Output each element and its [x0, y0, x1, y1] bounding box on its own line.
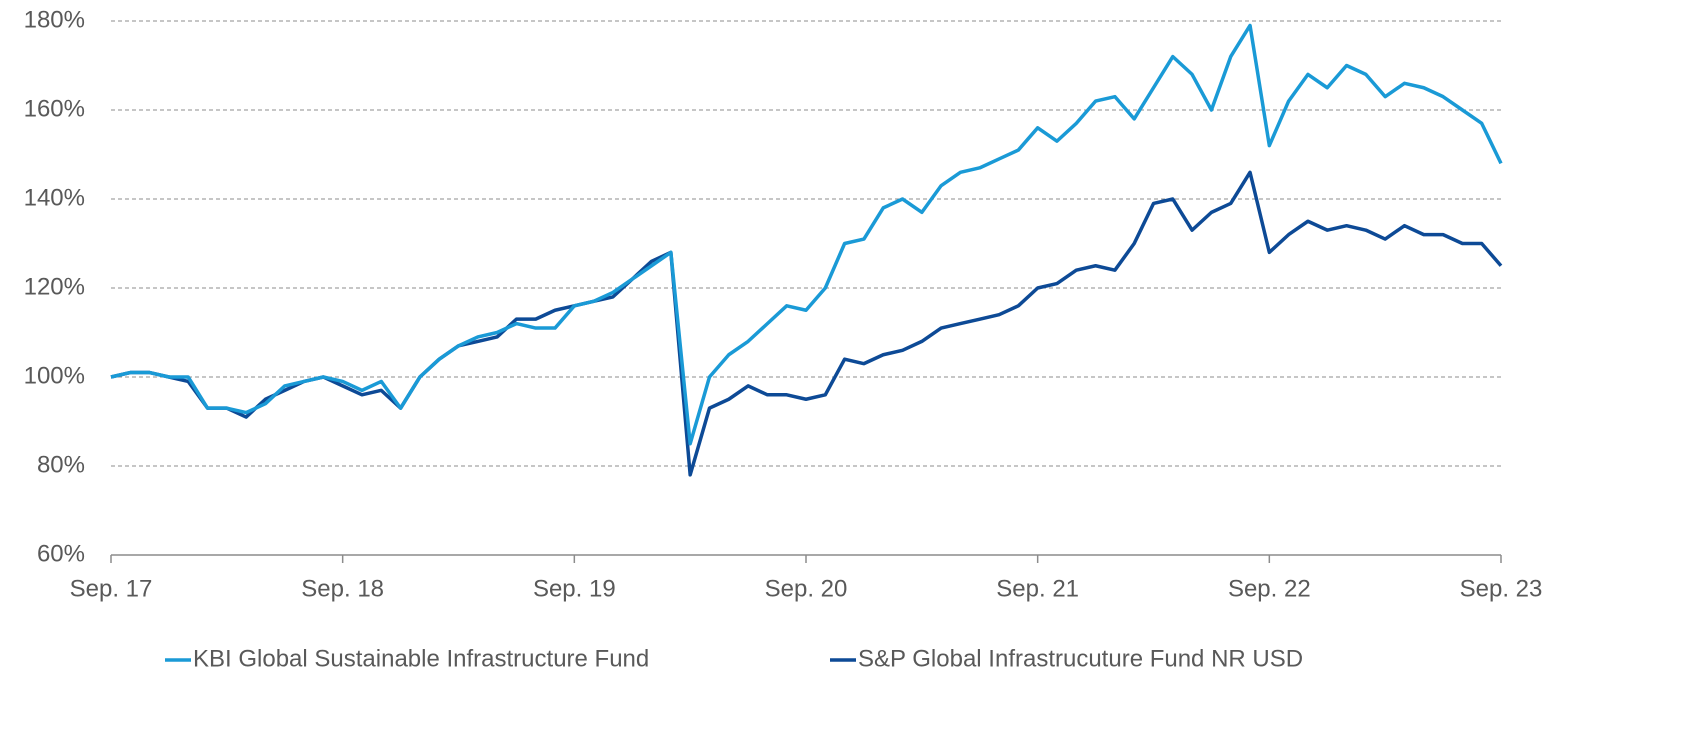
series-line	[110, 170, 1503, 477]
legend-label: KBI Global Sustainable Infrastructure Fu…	[193, 645, 649, 672]
y-tick-label: 80%	[37, 451, 85, 478]
x-tick-label: Sep. 22	[1228, 575, 1311, 602]
y-tick-label: 160%	[24, 95, 85, 122]
x-tick-label: Sep. 21	[996, 575, 1079, 602]
x-tick-label: Sep. 19	[533, 575, 616, 602]
legend-label: S&P Global Infrastrucuture Fund NR USD	[858, 645, 1303, 672]
x-tick-label: Sep. 18	[301, 575, 384, 602]
y-tick-label: 180%	[24, 6, 85, 33]
y-tick-label: 120%	[24, 273, 85, 300]
y-tick-label: 60%	[37, 540, 85, 567]
x-tick-label: Sep. 20	[765, 575, 848, 602]
x-tick-label: Sep. 17	[70, 575, 153, 602]
series-line	[110, 23, 1503, 446]
y-tick-label: 100%	[24, 362, 85, 389]
y-tick-label: 140%	[24, 184, 85, 211]
x-tick-label: Sep. 23	[1460, 575, 1543, 602]
